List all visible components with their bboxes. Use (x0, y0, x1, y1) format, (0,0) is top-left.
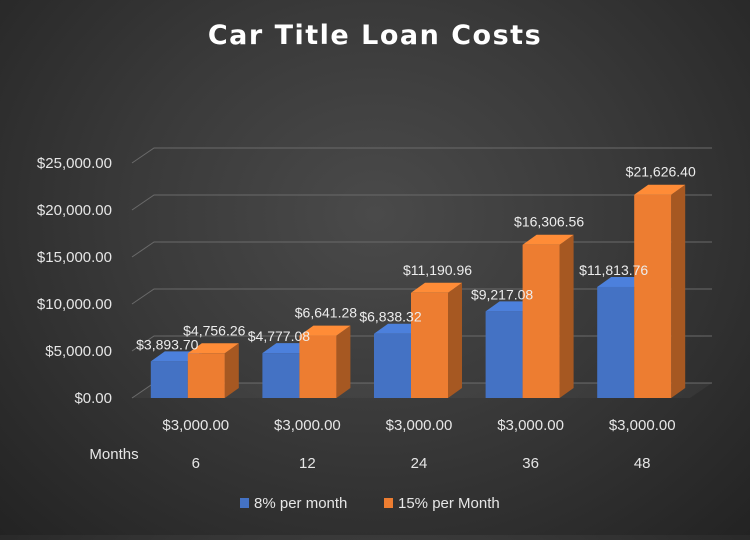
bar-high-rate (522, 234, 574, 398)
principal-label: $3,000.00 (609, 417, 676, 434)
principal-label: $3,000.00 (162, 417, 229, 434)
y-tick-label: $20,000.00 (37, 202, 112, 219)
bar-high-rate (299, 325, 351, 398)
bar-front (634, 194, 672, 398)
row-label: Months (89, 446, 138, 463)
bars (150, 184, 686, 398)
bar-side (559, 234, 574, 398)
legend-label: 8% per month (254, 495, 347, 512)
gridline (131, 147, 712, 164)
data-label: $11,190.96 (403, 262, 472, 278)
bar-front (187, 353, 225, 398)
x-tick-label: 24 (411, 455, 428, 472)
y-tick-label: $10,000.00 (37, 296, 112, 313)
bar-front (485, 311, 523, 398)
data-labels: $3,893.70$4,756.26 $4,777.08 $6,641.28 $6,8… (136, 164, 696, 353)
bar-top (187, 343, 239, 354)
bar-side (671, 184, 686, 398)
principal-label: $3,000.00 (386, 417, 453, 434)
data-label: $16,306.56 (514, 214, 584, 230)
bar-front (411, 292, 448, 398)
data-label: $6,641.28 (295, 305, 357, 321)
x-tick-label: 12 (299, 455, 316, 472)
bar-side (224, 343, 239, 398)
y-tick-label: $25,000.00 (37, 155, 112, 172)
data-label: $21,626.40 (626, 164, 696, 180)
legend-swatch (240, 498, 249, 508)
y-tick-label: $0.00 (74, 390, 112, 407)
data-label: $6,838.32 (359, 309, 421, 325)
data-label: $11,813.76 (579, 262, 648, 278)
bar-front (374, 333, 411, 398)
bar-top (411, 282, 462, 293)
bar-front (522, 244, 560, 398)
principal-label: $3,000.00 (274, 417, 341, 434)
bar-high-rate (634, 184, 686, 398)
y-tick-label: $15,000.00 (37, 249, 112, 266)
data-label: $4,777.08 (248, 328, 310, 344)
bar-high-rate (411, 282, 462, 398)
principal-label: $3,000.00 (497, 417, 564, 434)
legend-label: 15% per Month (398, 495, 500, 512)
gridline (131, 241, 712, 258)
x-tick-label: 48 (634, 455, 651, 472)
x-tick-label: 36 (522, 455, 539, 472)
bar-front (597, 286, 635, 398)
bar-front (150, 361, 188, 398)
legend: 8% per month 15% per Month (240, 495, 500, 512)
data-label: $3,893.70 (136, 336, 198, 352)
bar-top (634, 184, 686, 195)
bar-high-rate (187, 343, 239, 398)
bar-front (262, 353, 300, 398)
legend-swatch (384, 498, 393, 508)
gridline (131, 194, 712, 211)
bar-side (448, 282, 462, 398)
bar-front (299, 335, 337, 398)
bar-side (336, 325, 351, 398)
bar-top (522, 234, 574, 245)
x-tick-label: 6 (192, 455, 200, 472)
chart-title: Car Title Loan Costs (207, 20, 543, 51)
data-label: $4,756.26 (183, 322, 245, 338)
y-tick-label: $5,000.00 (45, 343, 112, 360)
data-label: $9,217.08 (471, 286, 533, 302)
bar-top (299, 325, 351, 336)
